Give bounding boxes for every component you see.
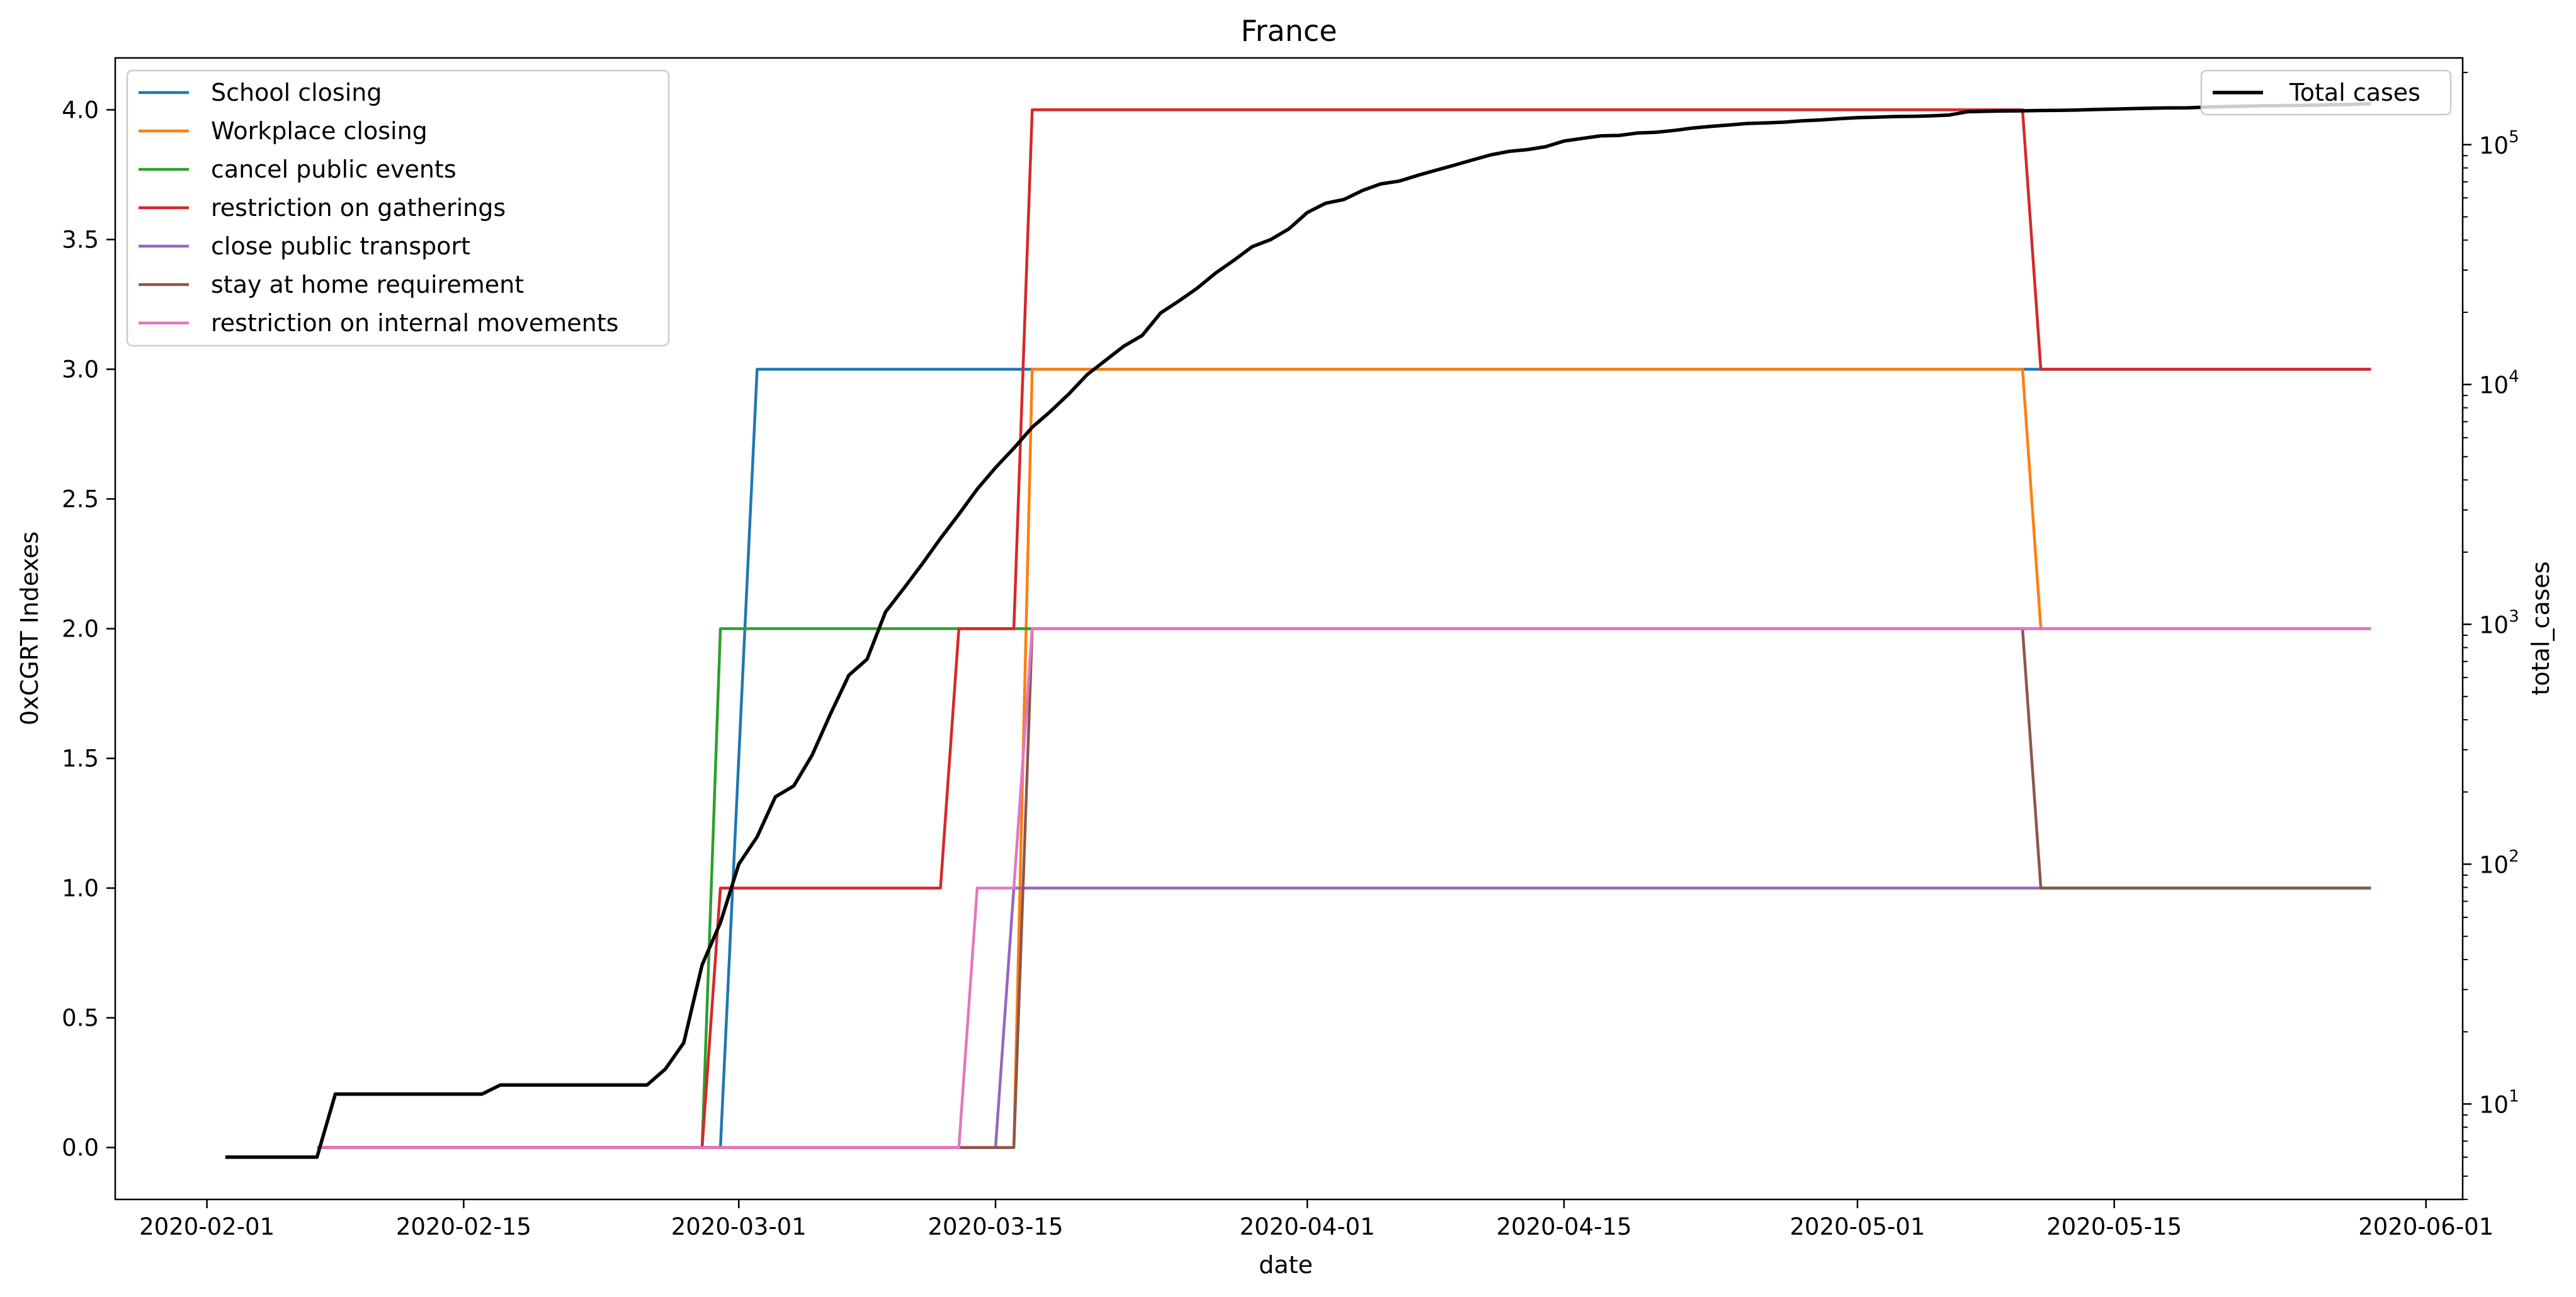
x-tick-label: 2020-05-15 — [2046, 1213, 2182, 1240]
legend-label: School closing — [211, 79, 382, 106]
y-left-tick-label: 4.0 — [62, 96, 99, 123]
legend-left-entries: School closing Workplace closing cancel pu… — [139, 79, 618, 337]
legend-label: restriction on gatherings — [211, 194, 506, 222]
y-left-tick-label: 2.0 — [62, 616, 99, 643]
y-right-tick-label: 103 — [2479, 608, 2519, 639]
x-axis: 2020-02-01 2020-02-15 2020-03-01 2020-03-15… — [139, 1199, 2494, 1240]
legend-right-entries: Total cases — [2213, 79, 2420, 106]
legend-label: Workplace closing — [211, 117, 428, 145]
y-left-tick-label: 0.0 — [62, 1135, 99, 1162]
legend-left-frame — [126, 69, 670, 347]
x-tick-label: 2020-03-15 — [928, 1213, 1063, 1240]
legend-label: stay at home requirement — [211, 271, 524, 298]
y-right-tick-label: 104 — [2479, 368, 2519, 399]
legend-label: restriction on internal movements — [211, 309, 618, 337]
legend-label: close public transport — [211, 232, 470, 260]
y-left-tick-label: 3.5 — [62, 226, 99, 253]
y-axis-right-label: total_cases — [2527, 561, 2555, 695]
series-line-total-cases — [225, 102, 2371, 1159]
legend-label: Total cases — [2289, 79, 2420, 106]
legend-label: cancel public events — [211, 156, 457, 183]
y-left-tick-label: 1.5 — [62, 745, 99, 773]
legend-right-frame — [2200, 69, 2452, 116]
chart-title: France — [1241, 14, 1337, 48]
legend-right: Total cases — [2200, 69, 2452, 116]
legend-left: School closing Workplace closing cancel pu… — [126, 69, 670, 347]
y-right-tick-label: 101 — [2479, 1087, 2519, 1118]
y-axis-left: 0.0 0.5 1.0 1.5 2.0 2.5 3.0 3.5 4.0 — [62, 96, 115, 1162]
y-axis-right: 101 102 103 104 105 — [2463, 72, 2519, 1200]
x-tick-label: 2020-02-15 — [396, 1213, 531, 1240]
x-tick-label: 2020-04-15 — [1496, 1213, 1631, 1240]
x-tick-label: 2020-06-01 — [2358, 1213, 2494, 1240]
x-tick-label: 2020-03-01 — [671, 1213, 807, 1240]
x-tick-label: 2020-02-01 — [139, 1213, 275, 1240]
series-line-restriction-on-gatherings — [317, 108, 2371, 1149]
y-axis-left-label: 0xCGRT Indexes — [16, 531, 43, 725]
y-left-tick-label: 2.5 — [62, 485, 99, 513]
x-tick-label: 2020-05-01 — [1790, 1213, 1925, 1240]
series-layer — [225, 102, 2371, 1159]
y-right-tick-label: 105 — [2479, 128, 2519, 159]
y-left-tick-label: 3.0 — [62, 356, 99, 383]
y-left-tick-label: 1.0 — [62, 875, 99, 902]
y-left-tick-label: 0.5 — [62, 1005, 99, 1032]
y-right-tick-label: 102 — [2479, 847, 2519, 879]
x-tick-label: 2020-04-01 — [1240, 1213, 1375, 1240]
x-axis-label: date — [1259, 1251, 1313, 1279]
series-line-restriction-on-internal-movements — [317, 627, 2371, 1149]
